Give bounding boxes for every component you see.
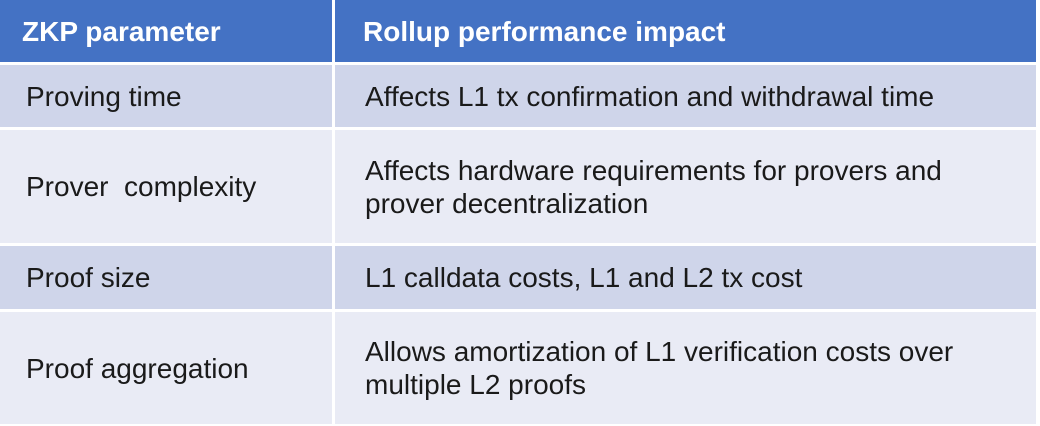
impact-line: prover decentralization <box>365 187 649 219</box>
cell-impact-proof-aggregation: Allows amortization of L1 verification c… <box>332 309 1036 424</box>
impact-line: Affects hardware requirements for prover… <box>365 154 942 186</box>
impact-line: multiple L2 proofs <box>365 369 587 400</box>
impact-line: Affects L1 tx confirmation and withdrawa… <box>365 80 935 112</box>
cell-parameter-prover-complexity: Prover complexity <box>0 127 332 243</box>
cell-parameter-proof-size: Proof size <box>0 243 332 309</box>
header-zkp-parameter: ZKP parameter <box>0 0 332 62</box>
cell-impact-prover-complexity: Affects hardware requirements for prover… <box>332 127 1036 243</box>
cell-parameter-proving-time: Proving time <box>0 62 332 127</box>
cell-parameter-proof-aggregation: Proof aggregation <box>0 309 332 424</box>
cell-impact-proof-size: L1 calldata costs, L1 and L2 tx cost <box>332 243 1036 309</box>
cell-impact-proving-time: Affects L1 tx confirmation and withdrawa… <box>332 62 1036 127</box>
impact-line: Allows amortization of L1 verification c… <box>365 336 954 367</box>
impact-line: L1 calldata costs, L1 and L2 tx cost <box>365 262 803 293</box>
header-rollup-performance-impact: Rollup performance impact <box>332 0 1036 62</box>
